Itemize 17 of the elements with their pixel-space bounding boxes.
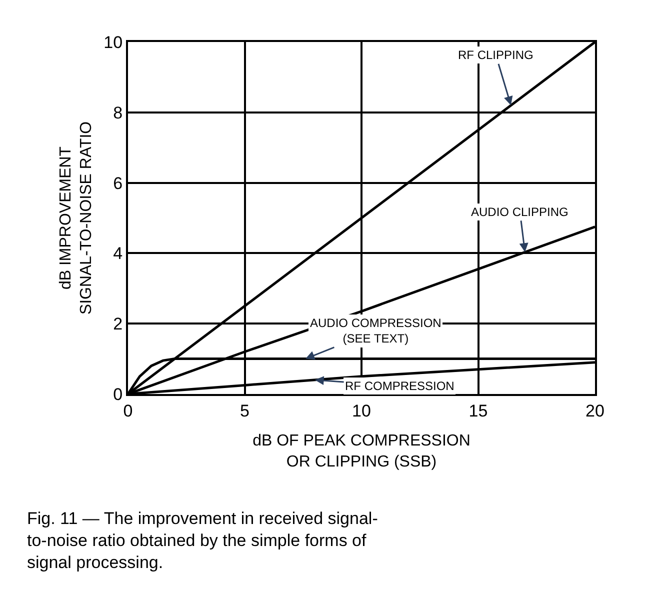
y-tick-label: 6 [113,174,123,193]
x-axis-title: dB OF PEAK COMPRESSION OR CLIPPING (SSB) [252,432,470,470]
caption: Fig. 11 — The improvement in received signal- to-noise ratio obtained by the simple forms of signal processing. [27,509,378,572]
series-label: RF CLIPPING [458,48,534,62]
y-tick-label: 8 [113,103,123,122]
x-tick-label: 10 [352,401,371,420]
y-tick-label: 2 [113,314,123,334]
y-tick-label: 0 [113,384,123,404]
series-label: RF COMPRESSION [345,379,454,393]
series-label: AUDIO COMPRESSION (SEE TEXT) [310,316,442,346]
y-tick-label: 10 [104,32,123,52]
x-tick-label: 15 [468,401,488,420]
y-tick-label: 4 [113,244,123,264]
series-label: AUDIO CLIPPING [471,205,568,219]
x-tick-label: 20 [586,401,604,420]
y-axis-title: dB IMPROVEMENT SIGNAL-TO-NOISE RATIO [57,121,96,315]
x-tick-label: 5 [240,401,250,420]
